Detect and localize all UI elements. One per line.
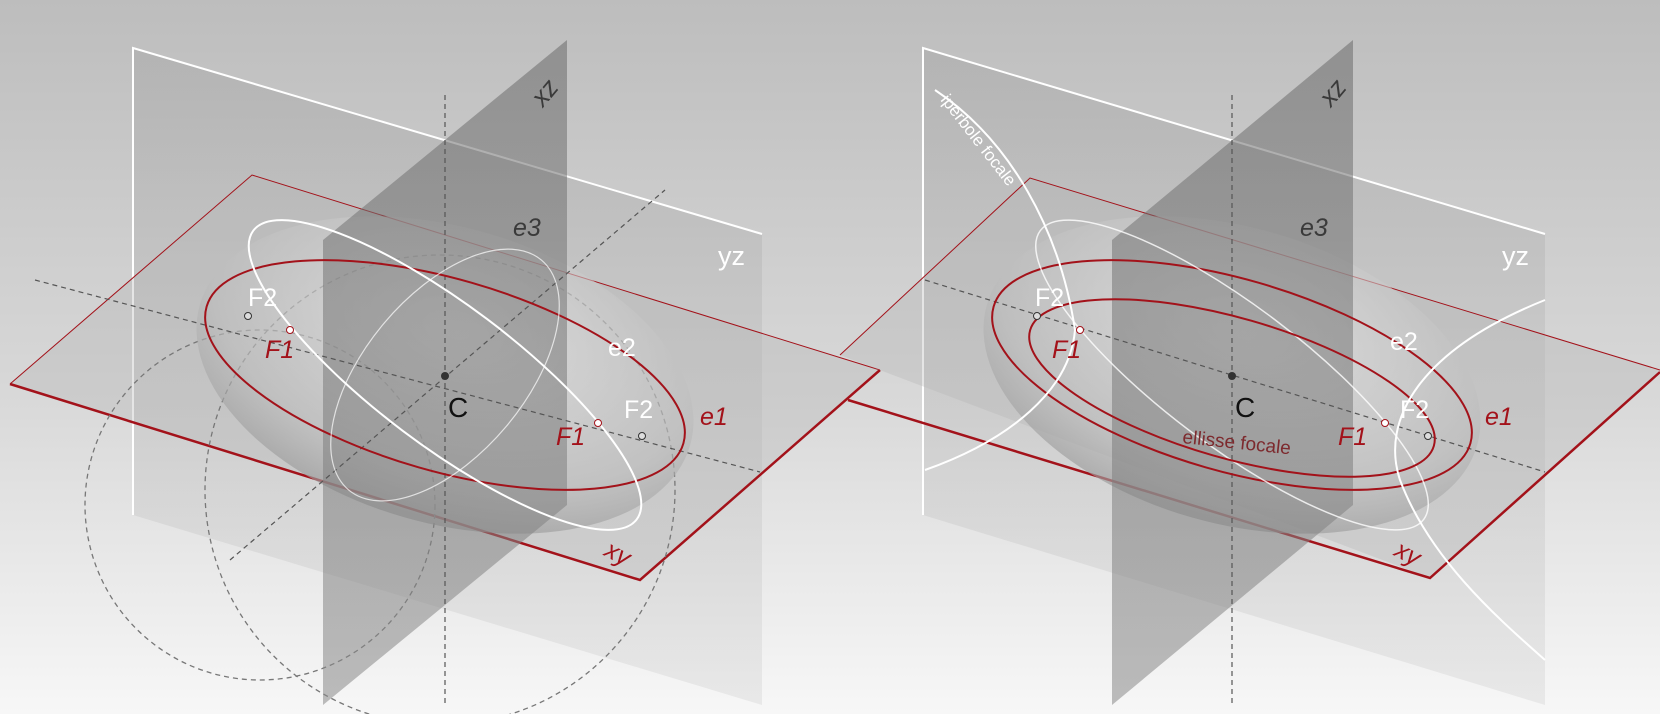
focus-label-f1: F1 xyxy=(265,336,294,364)
focus-point xyxy=(286,326,294,334)
focal-ellipse xyxy=(1028,298,1436,478)
focus-label-f1: F1 xyxy=(1338,423,1367,451)
panel-left: xz yz xy e3 e2 e1 C F2 F1 F2 F1 xyxy=(9,40,881,714)
xy-plane-front-edge xyxy=(9,369,881,582)
focal-hyperbola-branch xyxy=(1394,299,1546,661)
section-label-e1: e1 xyxy=(700,403,728,431)
section-e2 xyxy=(1035,219,1429,531)
center-point xyxy=(1228,372,1236,380)
focus-label-f2: F2 xyxy=(248,284,277,312)
section-e3 xyxy=(330,248,560,502)
focus-label-f2: F2 xyxy=(624,396,653,424)
center-label: C xyxy=(448,392,468,423)
focus-point xyxy=(1381,419,1389,427)
plane-label-yz: yz xyxy=(1502,241,1529,271)
xy-plane-back-edge xyxy=(9,174,881,385)
focus-point xyxy=(1076,326,1084,334)
center-point xyxy=(441,372,449,380)
section-label-e2: e2 xyxy=(608,334,636,362)
panel-right: xz yz xy e3 e2 e1 C F2 F1 F2 F1 iperbole… xyxy=(839,40,1660,705)
section-e2 xyxy=(247,219,643,531)
focus-point xyxy=(244,312,252,320)
plane-label-yz: yz xyxy=(718,241,745,271)
section-label-e3: e3 xyxy=(513,214,541,242)
focus-label-f1: F1 xyxy=(556,423,585,451)
focus-point xyxy=(638,432,646,440)
section-e1 xyxy=(991,259,1473,491)
center-label: C xyxy=(1235,392,1255,423)
focus-point xyxy=(1424,432,1432,440)
xy-plane-back-edge xyxy=(839,177,1660,371)
focus-label-f2: F2 xyxy=(1400,396,1429,424)
section-label-e3: e3 xyxy=(1300,214,1328,242)
section-e1 xyxy=(204,259,686,491)
construction-circle xyxy=(204,254,676,714)
xy-plane-front-edge xyxy=(847,371,1660,580)
focal-hyperbola-branch xyxy=(924,89,1077,471)
section-label-e1: e1 xyxy=(1485,403,1513,431)
x-axis xyxy=(34,279,761,473)
focus-label-f2: F2 xyxy=(1035,284,1064,312)
focus-point xyxy=(594,419,602,427)
section-label-e2: e2 xyxy=(1390,328,1418,356)
focus-label-f1: F1 xyxy=(1052,336,1081,364)
focus-point xyxy=(1033,312,1041,320)
